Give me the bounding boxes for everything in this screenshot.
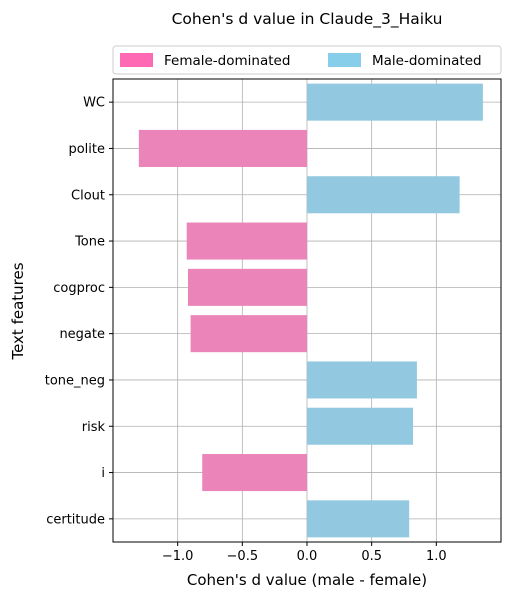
bar-WC [307, 83, 483, 121]
bar-risk [307, 407, 414, 445]
y-tick-label: negate [59, 327, 105, 342]
y-tick-label: tone_neg [45, 373, 105, 388]
bar-tone_neg [307, 361, 417, 399]
y-tick-label: WC [83, 96, 105, 111]
y-tick-label: cogproc [53, 281, 105, 296]
x-tick-label: 0.0 [297, 549, 318, 564]
x-axis-ticks: −1.0 −0.5 0.0 0.5 1.0 [162, 542, 447, 564]
y-axis-ticks: WC polite Clout Tone cogproc negate tone_negri… [45, 96, 113, 527]
legend-swatch-male [328, 53, 361, 67]
x-tick-label: 0.5 [361, 549, 382, 564]
y-tick-label: i [101, 466, 105, 481]
legend-swatch-female [120, 53, 153, 67]
legend-label-female: Female-dominated [164, 53, 290, 69]
x-tick-label: −1.0 [162, 549, 194, 564]
bar-Tone [186, 222, 307, 260]
bar-Clout [307, 176, 460, 214]
y-tick-label: polite [68, 142, 105, 157]
legend-label-male: Male-dominated [372, 53, 482, 69]
legend-frame [112, 45, 502, 75]
bar-cogproc [188, 268, 307, 306]
bar-polite [138, 129, 307, 167]
y-tick-label: Tone [74, 235, 105, 250]
y-axis-title: Text features [9, 262, 27, 360]
chart-title: Cohen's d value in Claude_3_Haiku [172, 10, 443, 29]
x-tick-label: 1.0 [426, 549, 447, 564]
x-tick-label: −0.5 [227, 549, 259, 564]
y-tick-label: Clout [71, 188, 105, 203]
y-tick-label: certitude [46, 512, 105, 527]
bar-certitude [307, 500, 410, 538]
bars [138, 83, 483, 538]
y-tick-label: risk [82, 420, 106, 435]
x-axis-title: Cohen's d value (male - female) [187, 571, 427, 589]
bar-negate [190, 315, 307, 353]
legend: Female-dominated Male-dominated [112, 45, 502, 75]
bar-i [202, 454, 307, 492]
